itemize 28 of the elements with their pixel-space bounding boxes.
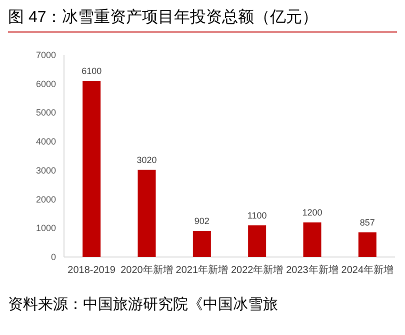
data-label: 3020: [136, 154, 157, 165]
text: 资料来源：中国旅游研究院《中国冰雪旅: [8, 296, 278, 313]
y-tick-label: 7000: [36, 50, 56, 60]
x-tick-label: 2021年新增: [176, 264, 228, 276]
y-tick-label: 2000: [36, 194, 56, 204]
x-tick-label: 2018-2019: [68, 265, 116, 276]
x-tick-label: 2022年新增: [230, 264, 284, 276]
y-tick-label: 1000: [36, 223, 56, 234]
bar: [248, 225, 266, 257]
bar: [82, 80, 101, 257]
y-tick-label: 3000: [36, 165, 56, 176]
chart-title: 图 47：冰雪重资产项目年投资总额（亿元）: [8, 8, 318, 26]
y-tick-label: 6000: [36, 78, 56, 89]
y-tick-label: 5000: [36, 108, 56, 118]
y-tick-label: 0: [50, 252, 56, 262]
data-label: 6100: [82, 66, 102, 76]
y-tick-label: 4000: [36, 136, 56, 147]
x-tick-label: 2024年新增: [341, 264, 394, 276]
data-label: 902: [194, 216, 210, 226]
data-label: 1100: [247, 210, 267, 220]
bar: [303, 222, 322, 257]
data-label: 857: [360, 217, 375, 228]
bar: [192, 230, 211, 257]
x-tick-label: 2020年新增: [120, 264, 173, 276]
x-tick-label: 2023年新增: [286, 264, 338, 276]
bar: [358, 232, 376, 257]
bar: [138, 170, 156, 257]
data-label: 1200: [302, 207, 322, 218]
